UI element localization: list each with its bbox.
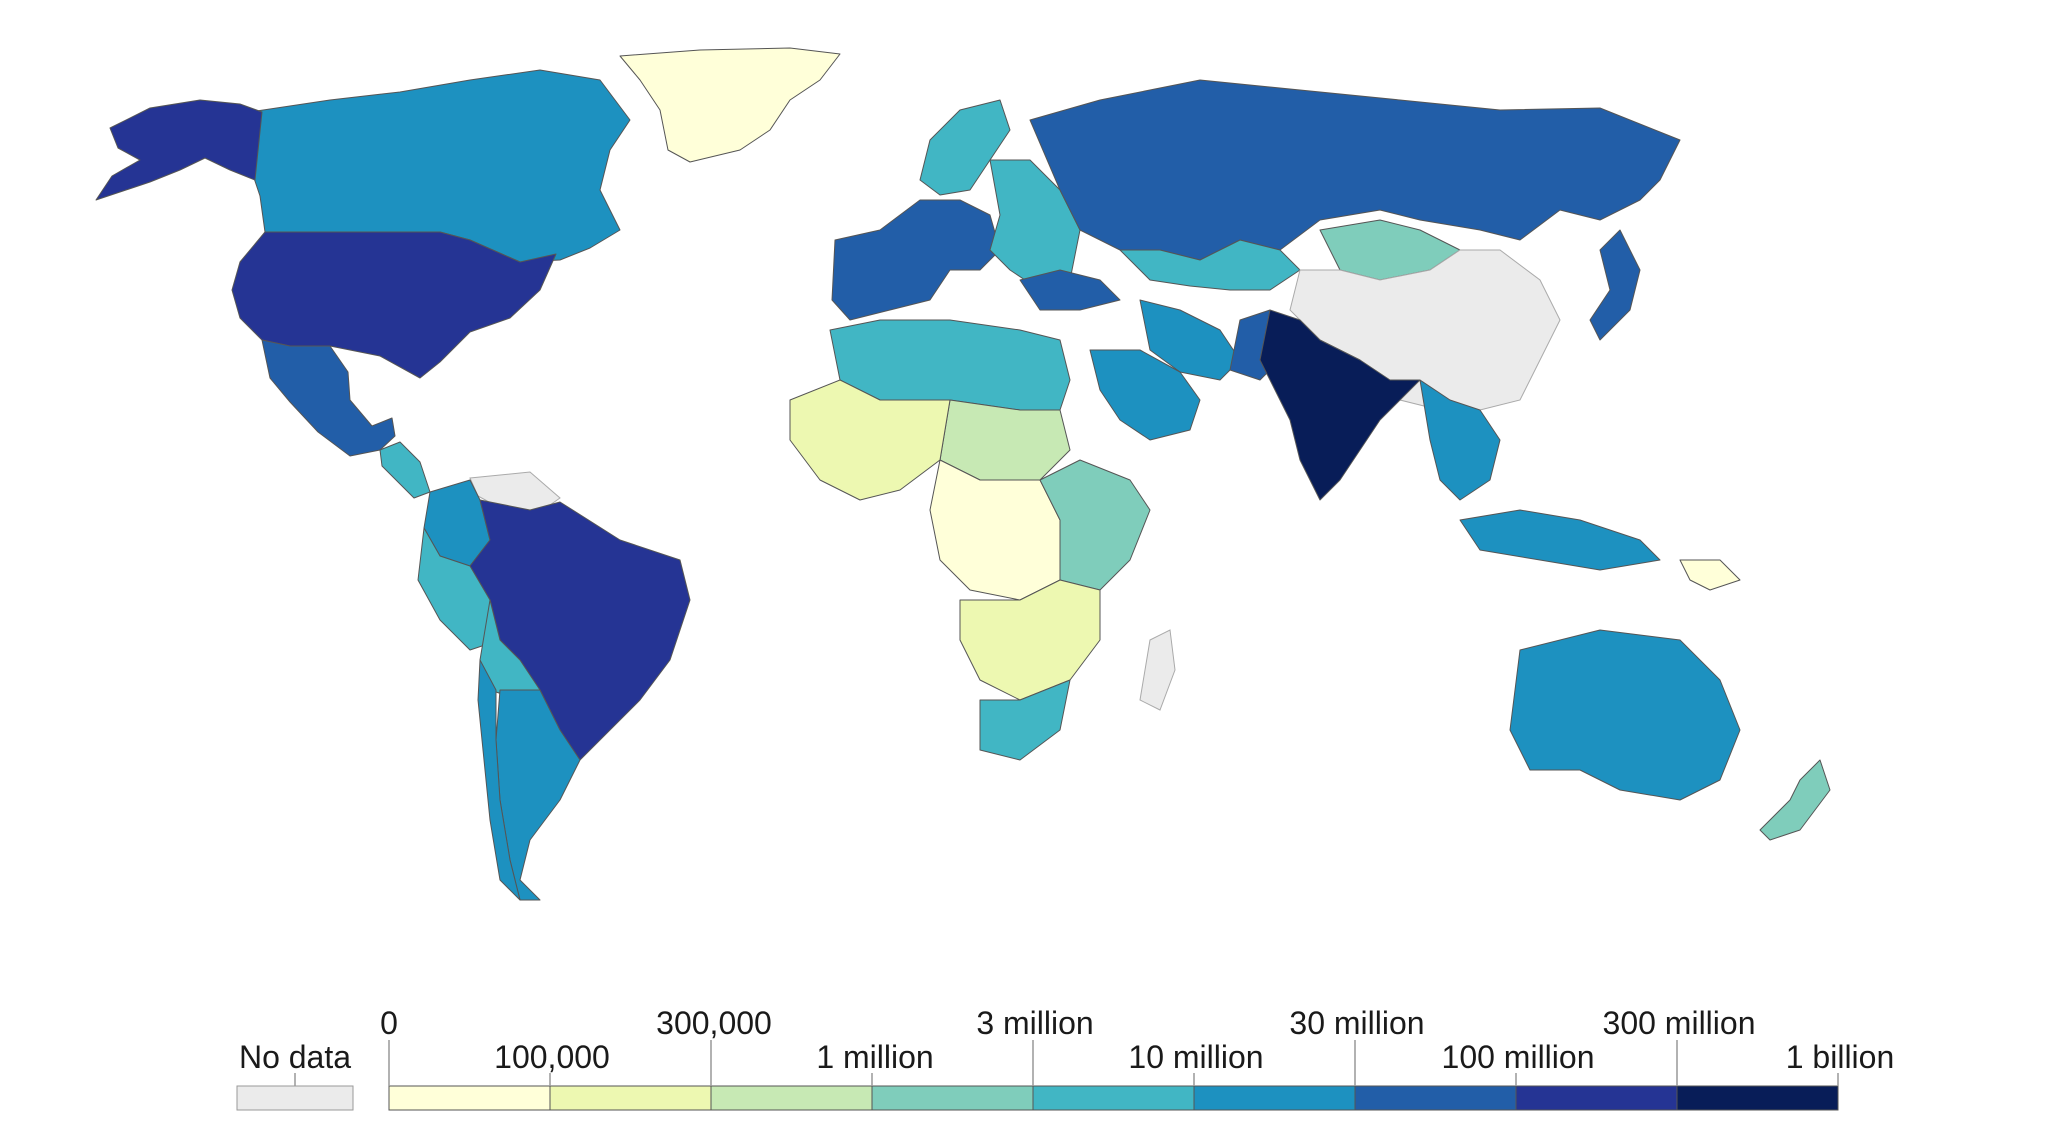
region-east-africa — [1039, 459, 1151, 591]
region-scandinavia — [919, 99, 1011, 196]
region-chile — [477, 659, 521, 901]
legend-label-30-million: 30 million — [1289, 1005, 1424, 1041]
legend-label-1-million: 1 million — [816, 1039, 933, 1075]
scale-swatch-6 — [1354, 1085, 1517, 1111]
region-india — [1259, 309, 1421, 501]
no-data-swatch — [236, 1085, 354, 1111]
region-australia — [1509, 629, 1741, 801]
region-papua-new-guinea — [1679, 559, 1741, 591]
legend-label-100000: 100,000 — [494, 1039, 610, 1075]
legend-label-300000: 300,000 — [656, 1005, 772, 1041]
scale-swatch-0 — [388, 1085, 551, 1111]
region-central-america — [379, 441, 431, 499]
region-new-zealand — [1759, 759, 1831, 841]
scale-swatch-2 — [710, 1085, 873, 1111]
legend-label-100-million: 100 million — [1442, 1039, 1595, 1075]
region-south-africa — [979, 679, 1071, 761]
region-greenland — [619, 47, 841, 163]
land-layer — [95, 47, 1831, 901]
legend-label-10-million: 10 million — [1128, 1039, 1263, 1075]
region-united-states — [231, 231, 557, 379]
region-southeast-asia — [1419, 379, 1501, 501]
region-mexico — [261, 339, 396, 457]
region-alaska — [95, 99, 263, 201]
scale-swatch-3 — [871, 1085, 1034, 1111]
no-data-label: No data — [239, 1039, 351, 1075]
legend-label-3-million: 3 million — [976, 1005, 1093, 1041]
scale-swatch-4 — [1032, 1085, 1195, 1111]
scale-swatch-1 — [549, 1085, 712, 1111]
region-indonesia — [1459, 509, 1661, 571]
region-madagascar — [1139, 629, 1176, 711]
scale-swatch-8 — [1676, 1085, 1839, 1111]
region-western-europe — [831, 199, 1001, 321]
region-libya-sahel — [939, 399, 1071, 481]
region-west-africa — [789, 379, 951, 501]
region-saudi-arabia — [1089, 349, 1201, 441]
legend: No data 0 100,000 300,000 1 million 3 mi… — [236, 1005, 1895, 1111]
color-scale — [388, 1040, 1839, 1111]
legend-label-1-billion: 1 billion — [1786, 1039, 1895, 1075]
scale-swatch-5 — [1193, 1085, 1356, 1111]
scale-swatch-7 — [1515, 1085, 1678, 1111]
region-southern-africa — [959, 579, 1101, 701]
legend-label-300-million: 300 million — [1603, 1005, 1756, 1041]
legend-label-0: 0 — [380, 1005, 398, 1041]
region-japan — [1589, 229, 1641, 341]
region-turkey — [1019, 269, 1121, 311]
